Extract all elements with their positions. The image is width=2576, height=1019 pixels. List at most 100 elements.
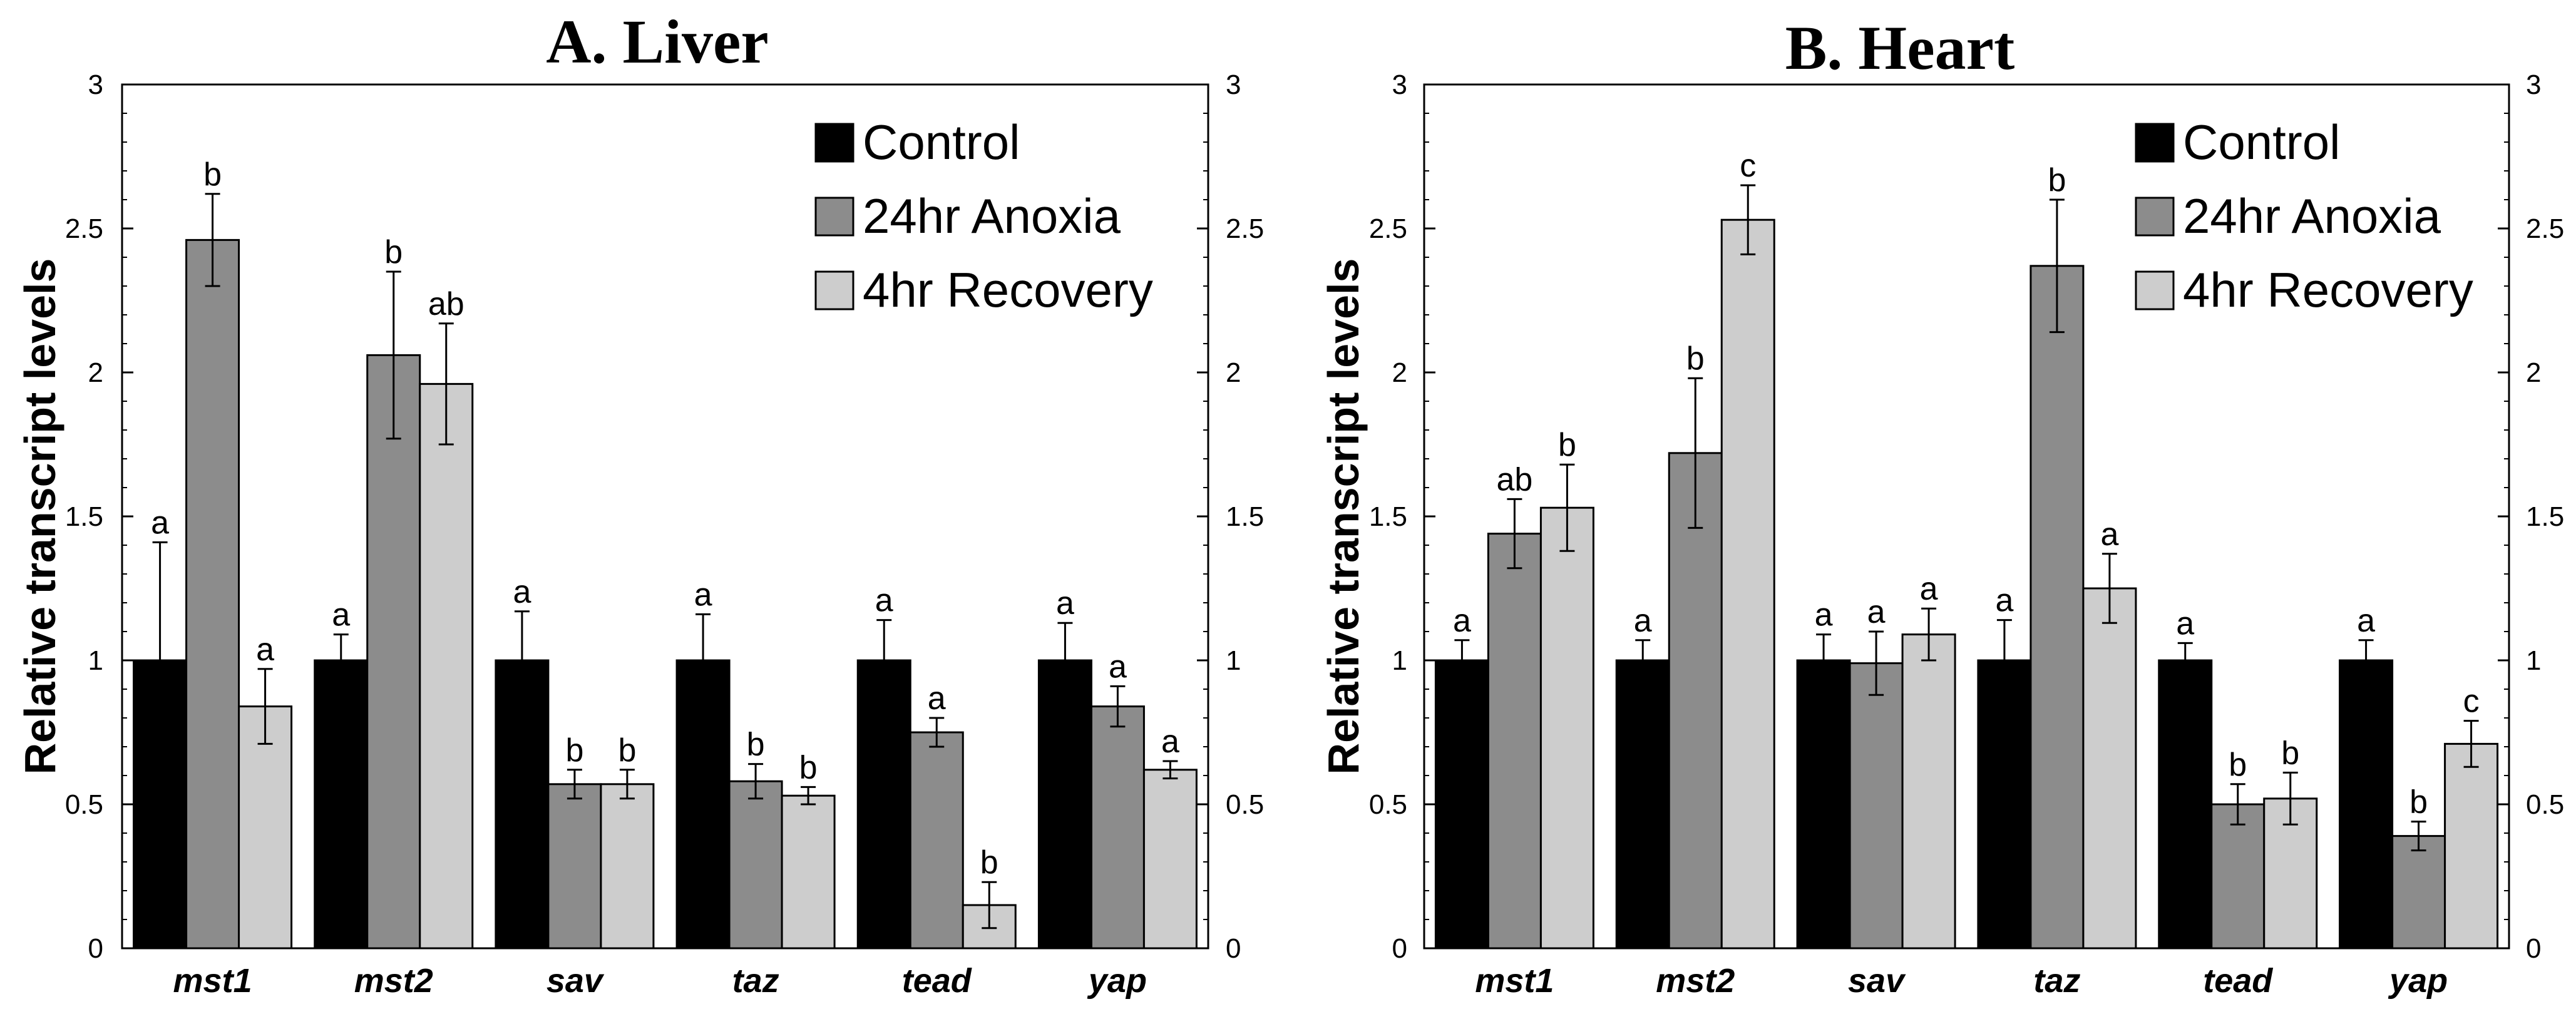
error-bar bbox=[2282, 771, 2298, 826]
error-bar bbox=[1688, 377, 1703, 529]
bar-taz-1 bbox=[2029, 265, 2085, 950]
bar-sav-0 bbox=[1796, 659, 1851, 950]
bar-tead-1 bbox=[909, 731, 964, 950]
y-tick-label: 3 bbox=[88, 69, 103, 100]
x-tick-label: sav bbox=[547, 962, 605, 1000]
significance-label: a bbox=[1995, 583, 2013, 619]
error-bar bbox=[257, 668, 273, 745]
error-bar bbox=[748, 763, 764, 800]
legend-swatch bbox=[814, 123, 854, 163]
y-tick-label: 1 bbox=[1392, 645, 1407, 676]
error-bar bbox=[2049, 198, 2065, 334]
legend-label: 24hr Anoxia bbox=[863, 188, 1121, 243]
significance-label: b bbox=[799, 749, 818, 786]
significance-label: a bbox=[1867, 594, 1886, 630]
bar-tead-1 bbox=[2210, 803, 2266, 950]
significance-label: a bbox=[1109, 648, 1127, 685]
bar-tead-0 bbox=[856, 659, 911, 950]
bar-sav-2 bbox=[600, 783, 655, 950]
significance-label: a bbox=[1453, 603, 1471, 639]
x-tick-label: sav bbox=[1848, 962, 1906, 1000]
x-tick-label: yap bbox=[2388, 962, 2448, 1000]
error-bar bbox=[386, 270, 401, 440]
y-tick-label: 1.5 bbox=[65, 501, 103, 532]
chart-panel-0: A. Liver Relative transcript levels 0 0 0.5 0… bbox=[16, 7, 1264, 1000]
bar-mst2-2 bbox=[1720, 218, 1775, 950]
bar-yap-2 bbox=[1142, 769, 1198, 950]
error-bar bbox=[1921, 607, 1937, 662]
bar-yap-1 bbox=[1090, 705, 1145, 950]
error-bar bbox=[2411, 821, 2426, 852]
error-bar bbox=[1454, 639, 1470, 682]
y-tick-label-right: 1 bbox=[1226, 645, 1241, 676]
y-tick-label-right: 0.5 bbox=[2526, 789, 2564, 820]
y-tick-label-right: 1.5 bbox=[2526, 501, 2564, 532]
error-bar bbox=[205, 193, 220, 287]
bar-sav-2 bbox=[1901, 633, 1956, 950]
error-bar bbox=[1740, 184, 1756, 255]
significance-label: ab bbox=[428, 286, 464, 322]
error-bar bbox=[1559, 463, 1575, 552]
y-tick-label: 2 bbox=[88, 357, 103, 388]
bar-mst2-0 bbox=[314, 659, 369, 950]
significance-label: ab bbox=[1496, 461, 1532, 498]
y-tick-label: 2 bbox=[1392, 357, 1407, 388]
error-bar bbox=[2177, 642, 2193, 679]
error-bar bbox=[1110, 685, 1126, 728]
bar-taz-1 bbox=[728, 780, 783, 950]
significance-label: b bbox=[384, 234, 403, 270]
bar-mst1-2 bbox=[1539, 506, 1594, 950]
x-tick-label: taz bbox=[2033, 962, 2080, 1000]
error-bar bbox=[1869, 630, 1884, 696]
legend-swatch bbox=[814, 197, 854, 237]
error-bar bbox=[929, 717, 945, 748]
significance-label: a bbox=[1634, 603, 1652, 639]
significance-label: b bbox=[747, 727, 765, 763]
significance-label: b bbox=[2229, 747, 2247, 783]
y-tick-label: 3 bbox=[1392, 69, 1407, 100]
y-tick-label-right: 0.5 bbox=[1226, 789, 1264, 820]
significance-label: a bbox=[694, 576, 712, 613]
significance-label: a bbox=[332, 597, 350, 633]
y-tick-label: 2.5 bbox=[65, 213, 103, 244]
legend: Control 24hr Anoxia 4hr Recovery bbox=[2135, 115, 2473, 317]
error-bar bbox=[438, 322, 454, 446]
bar-taz-0 bbox=[675, 659, 731, 950]
legend-label: 4hr Recovery bbox=[2183, 262, 2473, 317]
significance-label: b bbox=[2048, 162, 2066, 198]
error-bar bbox=[514, 610, 530, 710]
error-bar bbox=[982, 881, 997, 929]
bar-mst1-2 bbox=[238, 705, 293, 950]
x-tick-label: mst1 bbox=[173, 962, 252, 1000]
bar-taz-2 bbox=[2082, 587, 2137, 950]
y-tick-label-right: 0 bbox=[1226, 933, 1241, 964]
legend-label: Control bbox=[863, 115, 1020, 170]
x-tick-label: yap bbox=[1087, 962, 1147, 1000]
y-tick-label-right: 0 bbox=[2526, 933, 2541, 964]
significance-label: a bbox=[1056, 585, 1074, 622]
chart-panel-1: B. Heart Relative transcript levels 0 0 0.5 0… bbox=[1319, 13, 2564, 1000]
bar-yap-0 bbox=[2339, 659, 2394, 950]
y-tick-label: 0.5 bbox=[65, 789, 103, 820]
legend-swatch bbox=[814, 270, 854, 310]
error-bar bbox=[695, 613, 711, 708]
x-tick-label: tead bbox=[2203, 962, 2273, 1000]
significance-label: b bbox=[2281, 735, 2299, 771]
error-bar bbox=[1057, 622, 1073, 699]
y-tick-label-right: 1.5 bbox=[1226, 501, 1264, 532]
legend-swatch bbox=[2135, 270, 2175, 310]
significance-label: b bbox=[2409, 784, 2428, 821]
bar-mst2-2 bbox=[419, 382, 474, 950]
significance-label: a bbox=[1815, 597, 1833, 633]
error-bar bbox=[333, 633, 349, 687]
bar-taz-0 bbox=[1977, 659, 2032, 950]
error-bar bbox=[1162, 760, 1178, 780]
y-tick-label: 1.5 bbox=[1369, 501, 1407, 532]
y-tick-label-right: 2.5 bbox=[1226, 213, 1264, 244]
bar-yap-1 bbox=[2391, 835, 2446, 950]
y-tick-label-right: 2.5 bbox=[2526, 213, 2564, 244]
significance-label: a bbox=[256, 632, 274, 668]
bar-taz-2 bbox=[781, 794, 836, 950]
legend-label: Control bbox=[2183, 115, 2340, 170]
bar-yap-0 bbox=[1037, 659, 1092, 950]
